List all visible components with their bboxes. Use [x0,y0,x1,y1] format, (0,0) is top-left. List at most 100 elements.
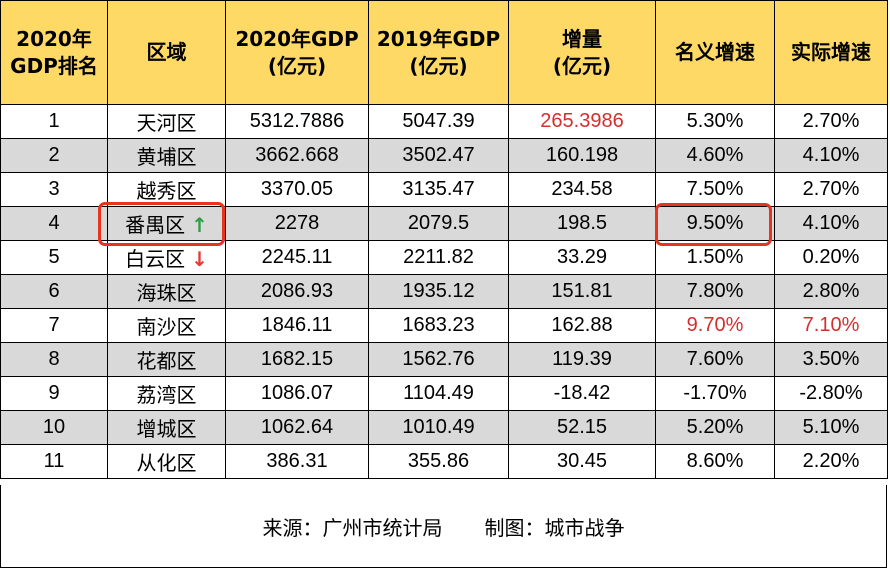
gdp-2020-value: 386.31 [266,450,328,472]
increase-cell: 198.5 [508,206,656,241]
increase-value: 52.15 [556,416,608,438]
nominal-growth-value: 9.70% [686,314,744,336]
gdp-2019-value: 2079.5 [407,212,470,234]
real-growth-cell: -2.80% [774,376,888,411]
gdp-2019-cell: 1683.23 [368,308,509,343]
district-value: 黄埔区 [136,145,197,169]
increase-value: -18.42 [553,382,611,404]
gdp-2020-value: 3370.05 [260,178,334,200]
real-growth-value: 3.50% [802,348,860,370]
table-row: 10 增城区 1062.64 1010.49 52.15 5.20% 5.10% [0,410,888,445]
increase-value: 162.88 [551,314,613,336]
rank-cell: 7 [0,308,108,343]
increase-cell: 30.45 [508,444,656,479]
district-cell: 海珠区 [107,274,226,309]
nominal-growth-value: 7.80% [686,280,744,302]
rank-cell: 3 [0,172,108,207]
district-cell: 花都区 [107,342,226,377]
gdp-2020-cell: 3370.05 [225,172,369,207]
gdp-2020-value: 5312.7886 [249,110,345,132]
rank-cell: 9 [0,376,108,411]
real-growth-value: 4.10% [802,144,860,166]
rank-cell: 1 [0,104,108,139]
gdp-2019-cell: 355.86 [368,444,509,479]
real-growth-value: 4.10% [802,212,860,234]
district-value: 越秀区 [136,179,197,203]
real-growth-value: 2.70% [802,110,860,132]
increase-value: 234.58 [551,178,613,200]
increase-cell: 52.15 [508,410,656,445]
header-real-growth: 实际增速 [774,0,888,105]
nominal-growth-cell: 8.60% [655,444,775,479]
gdp-2019-cell: 1562.76 [368,342,509,377]
increase-cell: 33.29 [508,240,656,275]
district-value: 番禺区 [125,213,186,237]
arrow-up-icon: ↑ [191,213,208,237]
gdp-2020-cell: 1682.15 [225,342,369,377]
gdp-2019-value: 1562.76 [402,348,475,370]
real-growth-cell: 4.10% [774,138,888,173]
table-row: 4 番禺区 ↑ 2278 2079.5 198.5 9.50% 4.10% [0,206,888,241]
gdp-2020-value: 3662.668 [255,144,339,166]
real-growth-cell: 2.70% [774,172,888,207]
nominal-growth-value: 7.50% [686,178,744,200]
rank-cell: 2 [0,138,108,173]
district-cell: 番禺区 ↑ [107,206,226,241]
increase-cell: 265.3986 [508,104,656,139]
nominal-growth-cell: 1.50% [655,240,775,275]
district-value: 白云区 [125,247,186,271]
real-growth-value: 2.80% [802,280,860,302]
real-growth-cell: 7.10% [774,308,888,343]
nominal-growth-cell: 7.60% [655,342,775,377]
gdp-2019-value: 5047.39 [402,110,475,132]
rank-value: 4 [48,212,60,234]
table-row: 11 从化区 386.31 355.86 30.45 8.60% 2.20% [0,444,888,479]
gdp-2019-value: 1104.49 [403,382,474,404]
rank-value: 7 [48,314,60,336]
gdp-2020-cell: 2086.93 [225,274,369,309]
table-row: 9 荔湾区 1086.07 1104.49 -18.42 -1.70% -2.80% [0,376,888,411]
nominal-growth-value: -1.70% [683,382,747,404]
real-growth-cell: 2.80% [774,274,888,309]
header-increase: 增量 (亿元) [508,0,656,105]
gdp-2019-value: 3135.47 [402,178,475,200]
district-cell: 增城区 [107,410,226,445]
gdp-2020-value: 1846.11 [261,314,333,336]
table-body: 1 天河区 5312.7886 5047.39 265.3986 5.30% 2.70% 2 黄… [0,104,888,479]
gdp-2019-value: 1935.12 [402,280,475,302]
increase-value: 151.81 [551,280,613,302]
gdp-2019-cell: 3135.47 [368,172,509,207]
gdp-2019-value: 355.86 [407,450,470,472]
table-row: 1 天河区 5312.7886 5047.39 265.3986 5.30% 2.70% [0,104,888,139]
gdp-2020-value: 1086.07 [260,382,334,404]
district-value: 从化区 [136,451,197,475]
gdp-2020-cell: 3662.668 [225,138,369,173]
increase-cell: 160.198 [508,138,656,173]
real-growth-value: 2.70% [802,178,860,200]
header-district: 区域 [107,0,226,105]
real-growth-cell: 2.20% [774,444,888,479]
nominal-growth-value: 4.60% [686,144,744,166]
increase-cell: 162.88 [508,308,656,343]
nominal-growth-cell: 4.60% [655,138,775,173]
rank-cell: 10 [0,410,108,445]
gdp-2019-cell: 5047.39 [368,104,509,139]
header-gdp-2020: 2020年GDP (亿元) [225,0,369,105]
increase-value: 160.198 [545,144,619,166]
gdp-2020-cell: 1086.07 [225,376,369,411]
district-value: 南沙区 [136,315,197,339]
table-row: 5 白云区 ↓ 2245.11 2211.82 33.29 1.50% 0.20% [0,240,888,275]
gdp-2020-cell: 2278 [225,206,369,241]
nominal-growth-cell: 9.50% [655,206,775,241]
increase-value: 119.39 [552,348,612,370]
increase-value: 30.45 [556,450,608,472]
header-gdp-2019: 2019年GDP (亿元) [368,0,509,105]
gdp-2019-value: 2211.82 [403,246,474,268]
real-growth-value: 2.20% [802,450,860,472]
gdp-2020-value: 1062.64 [260,416,334,438]
gdp-2019-cell: 1935.12 [368,274,509,309]
rank-value: 9 [48,382,60,404]
nominal-growth-value: 7.60% [686,348,744,370]
district-cell: 南沙区 [107,308,226,343]
